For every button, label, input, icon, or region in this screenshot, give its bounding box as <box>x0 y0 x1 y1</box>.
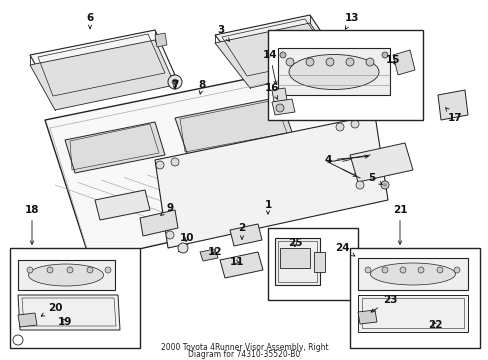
Bar <box>267 30 422 120</box>
Polygon shape <box>392 50 414 75</box>
Circle shape <box>399 267 405 273</box>
Polygon shape <box>220 252 263 278</box>
Polygon shape <box>349 143 412 182</box>
Text: 23: 23 <box>370 295 396 312</box>
Text: Diagram for 74310-35520-B0: Diagram for 74310-35520-B0 <box>188 350 300 359</box>
Text: 24: 24 <box>334 243 354 256</box>
Text: 11: 11 <box>229 257 244 267</box>
Polygon shape <box>175 97 292 156</box>
Text: 8: 8 <box>198 80 205 94</box>
Polygon shape <box>357 310 376 324</box>
Circle shape <box>381 52 387 58</box>
Ellipse shape <box>288 54 378 90</box>
Text: 6: 6 <box>86 13 93 29</box>
Polygon shape <box>357 258 467 290</box>
Circle shape <box>171 158 179 166</box>
Polygon shape <box>140 210 178 236</box>
Text: 4: 4 <box>324 155 367 165</box>
Text: 12: 12 <box>207 247 222 257</box>
Polygon shape <box>65 122 164 173</box>
Polygon shape <box>18 260 115 290</box>
Polygon shape <box>30 40 175 110</box>
Ellipse shape <box>370 263 454 285</box>
Text: 10: 10 <box>180 233 194 243</box>
Polygon shape <box>155 115 387 248</box>
Bar <box>10 248 140 348</box>
Text: 7: 7 <box>171 80 178 90</box>
Circle shape <box>168 75 182 89</box>
Text: 21: 21 <box>392 205 407 244</box>
Polygon shape <box>18 313 37 327</box>
Circle shape <box>453 267 459 273</box>
Bar <box>267 228 357 300</box>
Circle shape <box>335 123 343 131</box>
Polygon shape <box>215 15 339 80</box>
Text: 18: 18 <box>25 205 39 244</box>
Polygon shape <box>215 23 339 88</box>
Text: 22: 22 <box>427 320 441 330</box>
Circle shape <box>280 52 285 58</box>
Circle shape <box>27 267 33 273</box>
Text: 25: 25 <box>287 238 302 248</box>
Circle shape <box>346 58 353 66</box>
Text: 20: 20 <box>41 303 62 316</box>
Polygon shape <box>229 224 262 246</box>
Text: 3: 3 <box>217 25 229 41</box>
Text: 5: 5 <box>367 173 382 184</box>
Text: 19: 19 <box>58 317 72 327</box>
Text: 15: 15 <box>385 55 400 65</box>
Text: 14: 14 <box>262 50 277 84</box>
Text: 1: 1 <box>264 200 271 214</box>
Polygon shape <box>18 295 120 330</box>
Circle shape <box>67 267 73 273</box>
Polygon shape <box>45 60 379 260</box>
Polygon shape <box>357 295 467 332</box>
Polygon shape <box>200 249 218 261</box>
Circle shape <box>325 58 333 66</box>
Circle shape <box>165 231 174 239</box>
Circle shape <box>305 58 313 66</box>
Circle shape <box>87 267 93 273</box>
Polygon shape <box>274 238 319 285</box>
Circle shape <box>381 267 387 273</box>
Text: 9: 9 <box>161 203 173 215</box>
Text: 2000 Toyota 4Runner Visor Assembly, Right: 2000 Toyota 4Runner Visor Assembly, Righ… <box>161 343 327 352</box>
Circle shape <box>178 243 187 253</box>
Bar <box>349 248 479 348</box>
Polygon shape <box>278 48 389 95</box>
Polygon shape <box>155 33 167 47</box>
Circle shape <box>364 267 370 273</box>
Circle shape <box>285 58 293 66</box>
Circle shape <box>436 267 442 273</box>
Text: 13: 13 <box>344 13 359 29</box>
Circle shape <box>355 181 363 189</box>
Circle shape <box>417 267 423 273</box>
Circle shape <box>382 183 386 187</box>
Text: 17: 17 <box>445 108 461 123</box>
Ellipse shape <box>28 264 103 286</box>
Polygon shape <box>271 99 294 115</box>
Circle shape <box>172 79 178 85</box>
Circle shape <box>105 267 111 273</box>
Polygon shape <box>313 252 325 272</box>
Circle shape <box>156 161 163 169</box>
Text: 2: 2 <box>238 223 245 239</box>
Polygon shape <box>280 248 309 268</box>
Text: 16: 16 <box>264 83 279 99</box>
Polygon shape <box>95 190 150 220</box>
Circle shape <box>350 120 358 128</box>
Circle shape <box>365 58 373 66</box>
Circle shape <box>380 181 388 189</box>
Circle shape <box>47 267 53 273</box>
Polygon shape <box>30 30 175 100</box>
Polygon shape <box>437 90 467 120</box>
Circle shape <box>275 104 284 112</box>
Polygon shape <box>271 88 286 102</box>
